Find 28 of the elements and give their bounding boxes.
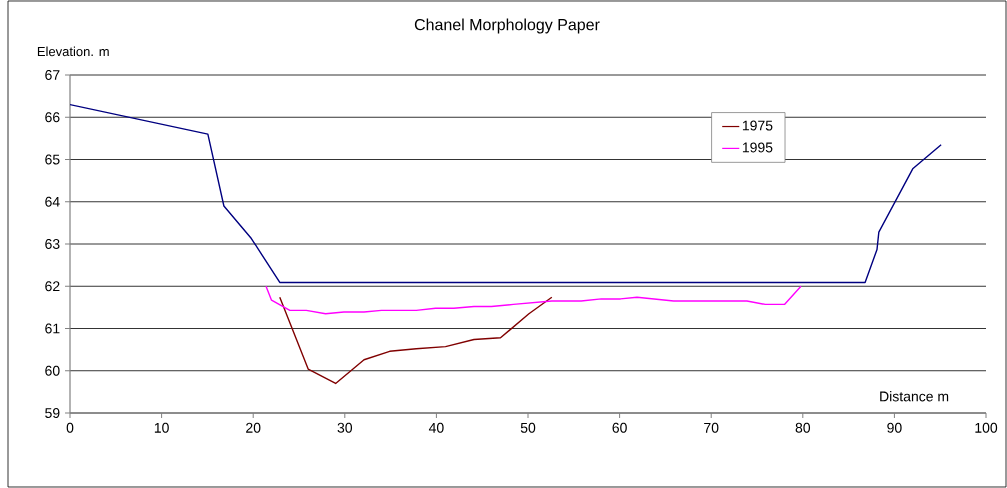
x-tick-label: 30 (337, 422, 353, 433)
y-tick-label: 64 (45, 196, 60, 207)
x-tick-label: 80 (795, 422, 811, 433)
y-tick-label: 61 (45, 323, 60, 334)
x-tick-label: 90 (887, 422, 902, 433)
y-tick-label: 62 (45, 281, 60, 292)
line-series (265, 285, 802, 315)
x-tick-label: 0 (66, 422, 74, 433)
x-axis-title: Distance m (880, 391, 949, 402)
x-tick-label: 100 (975, 422, 998, 433)
legend-label: 1975 (742, 120, 773, 131)
y-tick-label: 66 (45, 112, 60, 123)
y-tick-label: 63 (45, 239, 60, 249)
legend-label: 1995 (742, 142, 773, 153)
x-tick-label: 40 (428, 422, 444, 433)
y-tick-label: 65 (45, 154, 60, 165)
x-tick-label: 60 (612, 422, 627, 433)
line-series (279, 296, 553, 385)
x-tick-label: 70 (704, 422, 719, 433)
chart-title: Chanel Morphology Paper (414, 18, 600, 34)
x-tick-label: 20 (246, 422, 261, 433)
x-tick-label: 10 (154, 422, 169, 433)
y-tick-label: 67 (45, 70, 60, 80)
y-tick-label: 59 (45, 408, 60, 418)
y-axis-title: Elevation. m (37, 46, 109, 57)
x-tick-label: 50 (520, 422, 536, 433)
y-tick-label: 60 (45, 365, 60, 376)
line-series (70, 103, 942, 284)
